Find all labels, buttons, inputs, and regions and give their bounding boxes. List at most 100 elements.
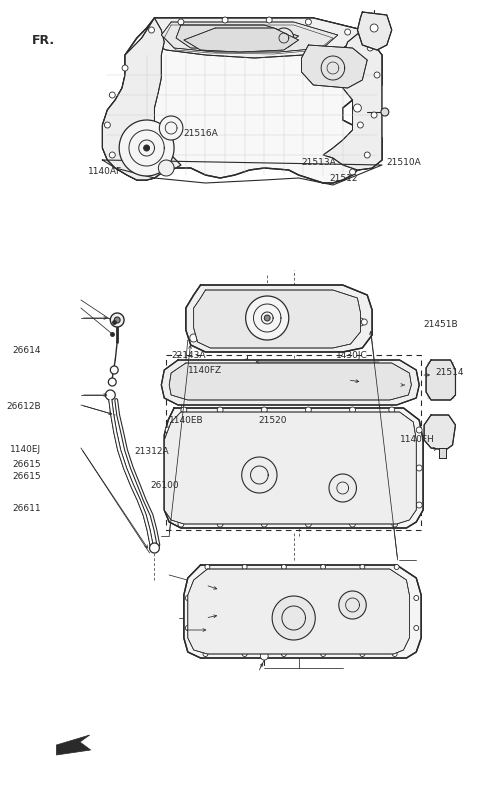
Polygon shape bbox=[164, 408, 423, 528]
Polygon shape bbox=[150, 543, 159, 553]
Polygon shape bbox=[389, 407, 395, 413]
Polygon shape bbox=[353, 104, 361, 112]
Polygon shape bbox=[339, 591, 366, 619]
Polygon shape bbox=[109, 92, 115, 98]
Polygon shape bbox=[165, 465, 171, 471]
Polygon shape bbox=[305, 407, 312, 413]
Polygon shape bbox=[281, 564, 287, 569]
Polygon shape bbox=[165, 427, 171, 433]
Polygon shape bbox=[371, 574, 378, 580]
Bar bbox=[166, 355, 421, 530]
Polygon shape bbox=[119, 120, 174, 176]
Polygon shape bbox=[203, 652, 208, 656]
Polygon shape bbox=[105, 122, 110, 128]
Polygon shape bbox=[181, 407, 187, 413]
Polygon shape bbox=[360, 564, 365, 569]
Polygon shape bbox=[264, 315, 270, 321]
Text: 26100: 26100 bbox=[150, 480, 179, 490]
Polygon shape bbox=[186, 285, 372, 352]
Polygon shape bbox=[193, 290, 360, 348]
Polygon shape bbox=[142, 18, 362, 58]
Polygon shape bbox=[349, 521, 356, 527]
Polygon shape bbox=[161, 22, 338, 52]
Polygon shape bbox=[188, 379, 193, 385]
Polygon shape bbox=[106, 390, 115, 400]
Text: FR.: FR. bbox=[32, 35, 55, 47]
Polygon shape bbox=[321, 652, 325, 656]
Polygon shape bbox=[176, 25, 299, 49]
Polygon shape bbox=[301, 45, 367, 88]
Text: 26615: 26615 bbox=[12, 460, 41, 469]
Text: 1140EB: 1140EB bbox=[169, 416, 204, 425]
Polygon shape bbox=[360, 652, 365, 656]
Polygon shape bbox=[274, 28, 294, 48]
Polygon shape bbox=[345, 29, 350, 35]
Polygon shape bbox=[414, 626, 419, 630]
Polygon shape bbox=[205, 564, 210, 569]
Polygon shape bbox=[371, 112, 377, 118]
Polygon shape bbox=[242, 564, 247, 569]
Text: 21513A: 21513A bbox=[301, 158, 336, 167]
Polygon shape bbox=[110, 366, 118, 374]
Polygon shape bbox=[149, 27, 155, 33]
Polygon shape bbox=[426, 360, 456, 400]
Polygon shape bbox=[414, 596, 419, 601]
Polygon shape bbox=[109, 152, 115, 158]
Polygon shape bbox=[266, 17, 272, 23]
Text: 1140FH: 1140FH bbox=[400, 435, 435, 444]
Polygon shape bbox=[329, 474, 357, 502]
Polygon shape bbox=[358, 12, 392, 50]
Text: 1140EJ: 1140EJ bbox=[10, 444, 41, 454]
Polygon shape bbox=[381, 108, 389, 116]
Polygon shape bbox=[159, 116, 183, 140]
Text: 26614: 26614 bbox=[13, 346, 41, 356]
Polygon shape bbox=[392, 652, 397, 656]
Polygon shape bbox=[110, 313, 124, 327]
Polygon shape bbox=[185, 626, 190, 630]
Text: 22143A: 22143A bbox=[172, 351, 206, 360]
Polygon shape bbox=[281, 652, 287, 656]
Text: 26615: 26615 bbox=[12, 472, 41, 481]
Polygon shape bbox=[321, 564, 325, 569]
Polygon shape bbox=[392, 521, 397, 527]
Text: 26612B: 26612B bbox=[7, 402, 41, 411]
Polygon shape bbox=[260, 652, 268, 660]
Polygon shape bbox=[379, 379, 385, 385]
Polygon shape bbox=[424, 415, 456, 450]
Polygon shape bbox=[103, 18, 382, 183]
Polygon shape bbox=[169, 363, 411, 400]
Polygon shape bbox=[185, 596, 190, 601]
Polygon shape bbox=[272, 596, 315, 640]
Text: 1140FZ: 1140FZ bbox=[188, 366, 222, 375]
Polygon shape bbox=[305, 19, 312, 25]
Polygon shape bbox=[164, 412, 416, 524]
Polygon shape bbox=[178, 521, 184, 527]
Polygon shape bbox=[357, 318, 364, 326]
Text: 1140AF: 1140AF bbox=[88, 166, 122, 176]
Polygon shape bbox=[56, 735, 91, 755]
Polygon shape bbox=[222, 379, 228, 385]
Text: 21520: 21520 bbox=[259, 416, 288, 425]
Polygon shape bbox=[261, 521, 267, 527]
Polygon shape bbox=[108, 378, 116, 386]
Text: 21516A: 21516A bbox=[183, 129, 218, 138]
Polygon shape bbox=[416, 465, 422, 471]
Polygon shape bbox=[261, 379, 267, 385]
Polygon shape bbox=[364, 152, 370, 158]
Polygon shape bbox=[358, 122, 363, 128]
Polygon shape bbox=[374, 72, 380, 78]
Polygon shape bbox=[190, 334, 198, 342]
Polygon shape bbox=[323, 30, 382, 170]
Text: 26611: 26611 bbox=[12, 504, 41, 513]
Polygon shape bbox=[158, 160, 174, 176]
Polygon shape bbox=[305, 521, 312, 527]
Polygon shape bbox=[246, 296, 289, 340]
Polygon shape bbox=[439, 448, 446, 458]
Polygon shape bbox=[114, 317, 120, 323]
Polygon shape bbox=[416, 427, 422, 433]
Polygon shape bbox=[165, 502, 171, 508]
Polygon shape bbox=[397, 378, 406, 386]
Polygon shape bbox=[217, 521, 223, 527]
Polygon shape bbox=[367, 45, 373, 51]
Polygon shape bbox=[242, 457, 277, 493]
